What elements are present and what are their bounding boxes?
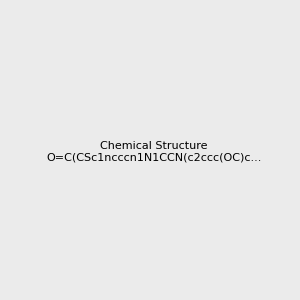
Text: Chemical Structure
O=C(CSc1ncccn1N1CCN(c2ccc(OC)c...: Chemical Structure O=C(CSc1ncccn1N1CCN(c… — [46, 141, 261, 162]
